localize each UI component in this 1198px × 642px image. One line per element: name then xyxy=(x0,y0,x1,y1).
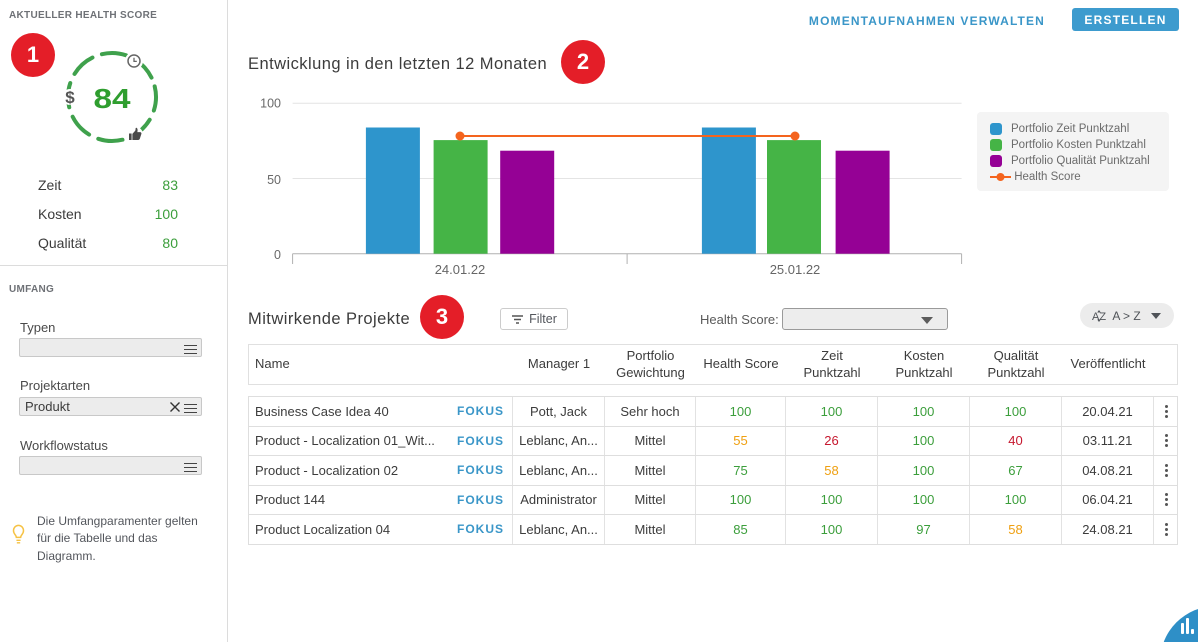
svg-text:84: 84 xyxy=(94,83,131,114)
svg-text:AZ: AZ xyxy=(1092,311,1106,323)
svg-text:50: 50 xyxy=(267,173,281,187)
svg-text:$: $ xyxy=(65,88,75,107)
svg-text:100: 100 xyxy=(260,97,281,111)
svg-text:25.01.22: 25.01.22 xyxy=(770,262,821,277)
svg-text:24.01.22: 24.01.22 xyxy=(435,262,486,277)
svg-text:0: 0 xyxy=(274,248,281,262)
